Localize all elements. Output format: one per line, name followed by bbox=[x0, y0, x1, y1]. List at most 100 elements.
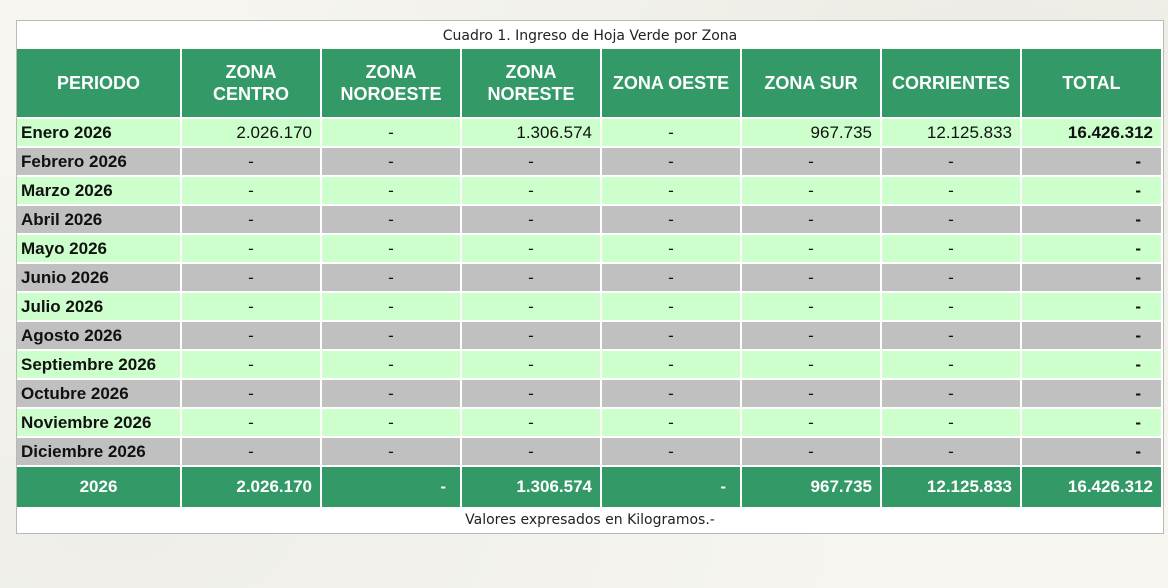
total-total: 16.426.312 bbox=[1022, 467, 1161, 507]
cell-corrientes: - bbox=[882, 438, 1020, 465]
cell-corrientes: - bbox=[882, 293, 1020, 320]
cell-zona-sur: - bbox=[742, 177, 880, 204]
cell-zona-noroeste: - bbox=[322, 177, 460, 204]
row-periodo: Junio 2026 bbox=[17, 264, 180, 291]
row-periodo: Mayo 2026 bbox=[17, 235, 180, 262]
cell-zona-oeste: - bbox=[602, 264, 740, 291]
cell-zona-centro: - bbox=[182, 235, 320, 262]
cell-zona-oeste: - bbox=[602, 380, 740, 407]
cell-zona-oeste: - bbox=[602, 148, 740, 175]
cell-zona-noreste: - bbox=[462, 235, 600, 262]
cell-zona-noreste: - bbox=[462, 409, 600, 436]
cell-zona-noroeste: - bbox=[322, 148, 460, 175]
cell-zona-sur: - bbox=[742, 351, 880, 378]
row-periodo: Julio 2026 bbox=[17, 293, 180, 320]
cell-zona-sur: - bbox=[742, 293, 880, 320]
header-zona-oeste: ZONA OESTE bbox=[602, 49, 740, 117]
cell-corrientes: - bbox=[882, 380, 1020, 407]
cell-zona-noroeste: - bbox=[322, 380, 460, 407]
cell-zona-noroeste: - bbox=[322, 351, 460, 378]
row-periodo: Diciembre 2026 bbox=[17, 438, 180, 465]
cell-total: - bbox=[1022, 351, 1161, 378]
total-zona-noroeste: - bbox=[322, 467, 460, 507]
cell-zona-sur: - bbox=[742, 409, 880, 436]
row-periodo: Octubre 2026 bbox=[17, 380, 180, 407]
cell-corrientes: - bbox=[882, 409, 1020, 436]
cell-zona-centro: - bbox=[182, 322, 320, 349]
cell-zona-noroeste: - bbox=[322, 235, 460, 262]
cell-zona-noreste: - bbox=[462, 438, 600, 465]
cell-zona-centro: - bbox=[182, 206, 320, 233]
cell-zona-sur: - bbox=[742, 235, 880, 262]
cell-zona-sur: 967.735 bbox=[742, 119, 880, 146]
cell-zona-noroeste: - bbox=[322, 438, 460, 465]
cell-total: - bbox=[1022, 206, 1161, 233]
row-periodo: Enero 2026 bbox=[17, 119, 180, 146]
header-corrientes: CORRIENTES bbox=[882, 49, 1020, 117]
cell-zona-noroeste: - bbox=[322, 264, 460, 291]
cell-zona-oeste: - bbox=[602, 177, 740, 204]
cell-zona-noreste: 1.306.574 bbox=[462, 119, 600, 146]
header-total: TOTAL bbox=[1022, 49, 1161, 117]
cell-corrientes: - bbox=[882, 177, 1020, 204]
table-title: Cuadro 1. Ingreso de Hoja Verde por Zona bbox=[442, 28, 738, 44]
cell-total: - bbox=[1022, 177, 1161, 204]
header-zona-sur: ZONA SUR bbox=[742, 49, 880, 117]
row-periodo: Abril 2026 bbox=[17, 206, 180, 233]
cell-corrientes: - bbox=[882, 206, 1020, 233]
cell-corrientes: - bbox=[882, 264, 1020, 291]
cell-total: - bbox=[1022, 380, 1161, 407]
cell-zona-oeste: - bbox=[602, 235, 740, 262]
cell-zona-centro: 2.026.170 bbox=[182, 119, 320, 146]
data-table: PERIODO ZONA CENTRO ZONA NOROESTE ZONA N… bbox=[17, 49, 1161, 507]
cell-zona-oeste: - bbox=[602, 119, 740, 146]
cell-zona-centro: - bbox=[182, 351, 320, 378]
cell-zona-noreste: - bbox=[462, 264, 600, 291]
cell-corrientes: - bbox=[882, 322, 1020, 349]
cell-zona-oeste: - bbox=[602, 409, 740, 436]
cell-total: - bbox=[1022, 235, 1161, 262]
cell-zona-sur: - bbox=[742, 380, 880, 407]
cell-zona-sur: - bbox=[742, 148, 880, 175]
total-zona-sur: 967.735 bbox=[742, 467, 880, 507]
cell-corrientes: - bbox=[882, 148, 1020, 175]
row-periodo: Febrero 2026 bbox=[17, 148, 180, 175]
cell-zona-centro: - bbox=[182, 264, 320, 291]
table-footnote: Valores expresados en Kilogramos.- bbox=[465, 512, 715, 528]
cell-zona-centro: - bbox=[182, 438, 320, 465]
cell-zona-noreste: - bbox=[462, 206, 600, 233]
cell-zona-centro: - bbox=[182, 380, 320, 407]
cell-zona-sur: - bbox=[742, 438, 880, 465]
header-periodo: PERIODO bbox=[17, 49, 180, 117]
cell-zona-noreste: - bbox=[462, 293, 600, 320]
cell-total: - bbox=[1022, 409, 1161, 436]
cell-zona-sur: - bbox=[742, 264, 880, 291]
cell-zona-noroeste: - bbox=[322, 293, 460, 320]
cell-total: - bbox=[1022, 148, 1161, 175]
header-zona-noroeste: ZONA NOROESTE bbox=[322, 49, 460, 117]
cell-zona-centro: - bbox=[182, 148, 320, 175]
total-zona-oeste: - bbox=[602, 467, 740, 507]
row-periodo: Agosto 2026 bbox=[17, 322, 180, 349]
cell-total: - bbox=[1022, 322, 1161, 349]
cell-zona-oeste: - bbox=[602, 293, 740, 320]
total-zona-centro: 2.026.170 bbox=[182, 467, 320, 507]
cell-zona-noroeste: - bbox=[322, 206, 460, 233]
total-periodo: 2026 bbox=[17, 467, 180, 507]
cell-zona-noroeste: - bbox=[322, 322, 460, 349]
cell-zona-noreste: - bbox=[462, 351, 600, 378]
cell-total: 16.426.312 bbox=[1022, 119, 1161, 146]
total-zona-noreste: 1.306.574 bbox=[462, 467, 600, 507]
header-zona-centro: ZONA CENTRO bbox=[182, 49, 320, 117]
cell-corrientes: - bbox=[882, 235, 1020, 262]
cell-zona-centro: - bbox=[182, 177, 320, 204]
cell-zona-noroeste: - bbox=[322, 119, 460, 146]
row-periodo: Septiembre 2026 bbox=[17, 351, 180, 378]
cell-zona-noroeste: - bbox=[322, 409, 460, 436]
cell-zona-oeste: - bbox=[602, 322, 740, 349]
row-periodo: Marzo 2026 bbox=[17, 177, 180, 204]
cell-zona-noreste: - bbox=[462, 380, 600, 407]
cell-zona-oeste: - bbox=[602, 438, 740, 465]
cell-zona-oeste: - bbox=[602, 206, 740, 233]
cell-total: - bbox=[1022, 293, 1161, 320]
